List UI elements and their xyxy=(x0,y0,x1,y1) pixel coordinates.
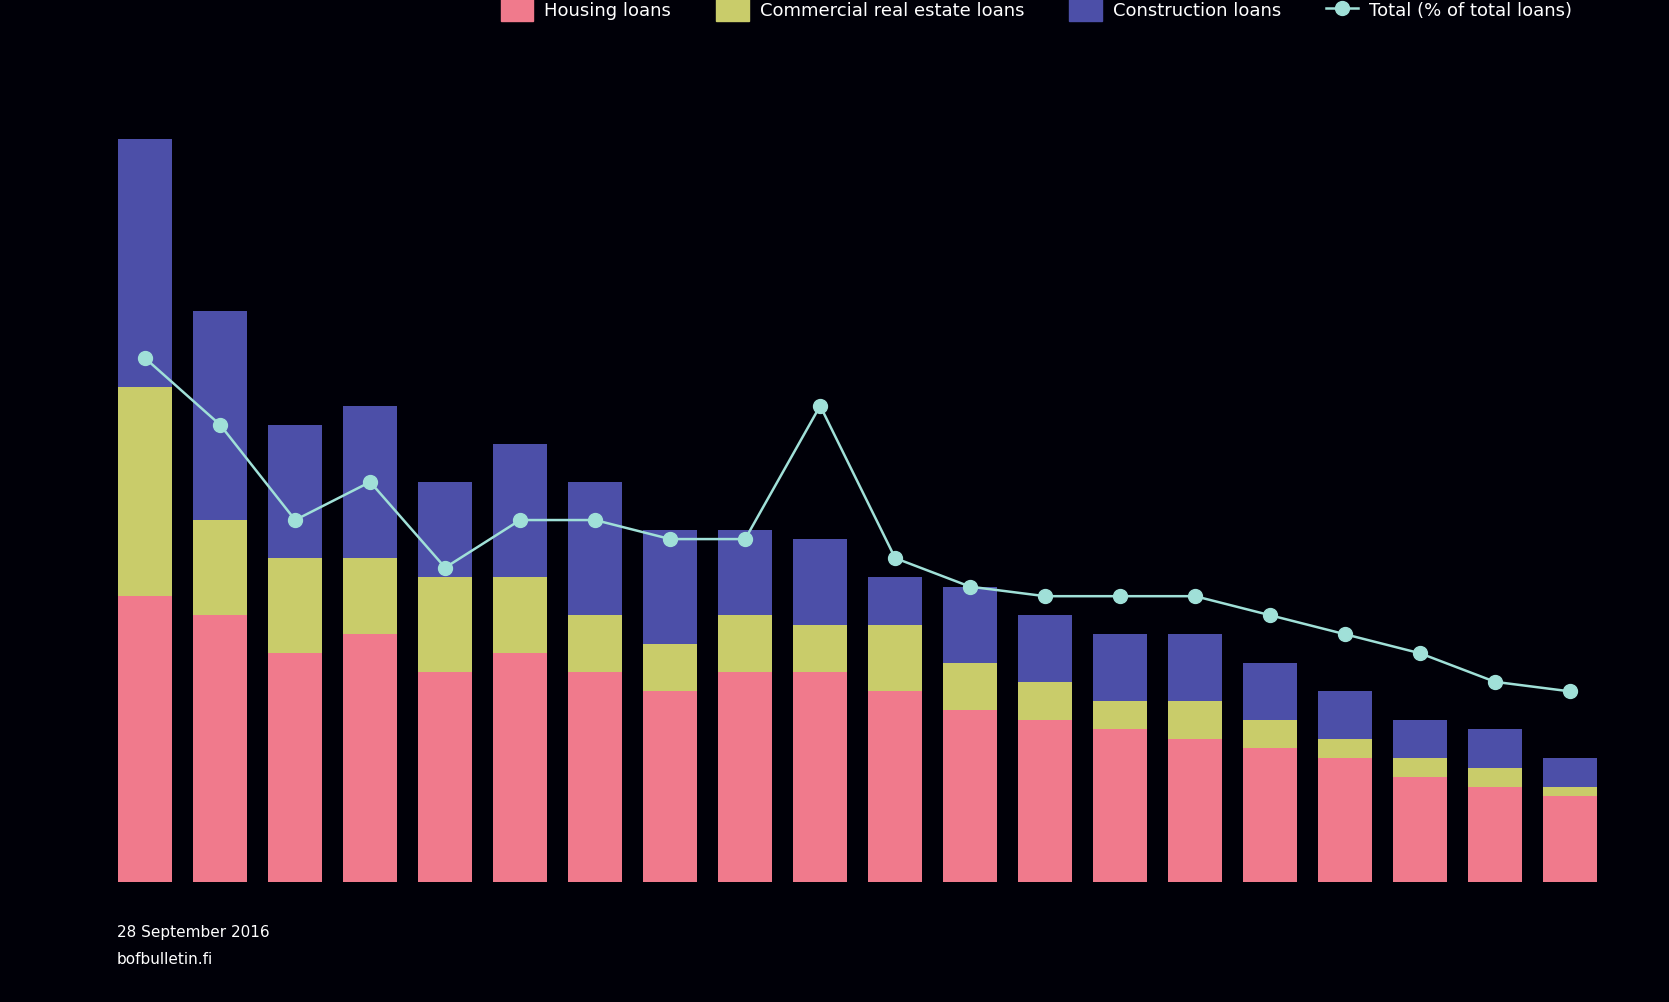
Bar xyxy=(1243,719,1297,748)
Bar xyxy=(868,577,923,625)
Bar xyxy=(419,577,472,672)
Bar xyxy=(118,139,172,387)
Bar xyxy=(718,672,773,882)
Bar xyxy=(419,482,472,577)
Bar xyxy=(1319,739,1372,759)
Bar xyxy=(1394,719,1447,759)
Bar xyxy=(492,444,547,577)
Bar xyxy=(1168,634,1222,701)
Bar xyxy=(643,691,698,882)
Bar xyxy=(194,520,247,615)
Bar xyxy=(269,425,322,558)
Bar xyxy=(1093,729,1147,882)
Bar xyxy=(1544,758,1597,787)
Bar xyxy=(793,625,848,672)
Bar xyxy=(492,577,547,653)
Bar xyxy=(1243,663,1297,719)
Bar xyxy=(1469,729,1522,768)
Bar xyxy=(567,672,623,882)
Bar xyxy=(118,387,172,596)
Bar xyxy=(344,634,397,882)
Bar xyxy=(1243,748,1297,882)
Bar xyxy=(793,672,848,882)
Bar xyxy=(567,615,623,672)
Bar xyxy=(868,625,923,691)
Bar xyxy=(419,672,472,882)
Bar xyxy=(1469,768,1522,787)
Bar xyxy=(718,530,773,615)
Bar xyxy=(1018,719,1071,882)
Bar xyxy=(643,644,698,691)
Bar xyxy=(344,406,397,558)
Bar xyxy=(868,691,923,882)
Bar xyxy=(269,558,322,653)
Bar xyxy=(943,663,996,710)
Legend: Housing loans, Commercial real estate loans, Construction loans, Total (% of tot: Housing loans, Commercial real estate lo… xyxy=(494,0,1579,29)
Bar xyxy=(118,596,172,882)
Bar xyxy=(1319,759,1372,882)
Text: bofbulletin.fi: bofbulletin.fi xyxy=(117,952,214,967)
Bar xyxy=(269,653,322,882)
Bar xyxy=(567,482,623,615)
Bar xyxy=(1093,701,1147,729)
Bar xyxy=(492,653,547,882)
Bar xyxy=(1018,681,1071,719)
Bar xyxy=(943,587,996,663)
Bar xyxy=(793,539,848,625)
Bar xyxy=(1168,701,1222,739)
Bar xyxy=(1018,615,1071,681)
Bar xyxy=(194,311,247,520)
Bar xyxy=(1394,758,1447,778)
Bar xyxy=(718,615,773,672)
Bar xyxy=(194,615,247,882)
Bar xyxy=(643,530,698,644)
Bar xyxy=(1544,787,1597,796)
Bar xyxy=(943,710,996,882)
Bar xyxy=(1093,634,1147,701)
Bar xyxy=(1394,778,1447,882)
Text: 28 September 2016: 28 September 2016 xyxy=(117,925,269,940)
Bar xyxy=(1168,739,1222,882)
Bar xyxy=(344,558,397,634)
Bar xyxy=(1544,796,1597,882)
Bar xyxy=(1469,787,1522,882)
Bar xyxy=(1319,691,1372,739)
